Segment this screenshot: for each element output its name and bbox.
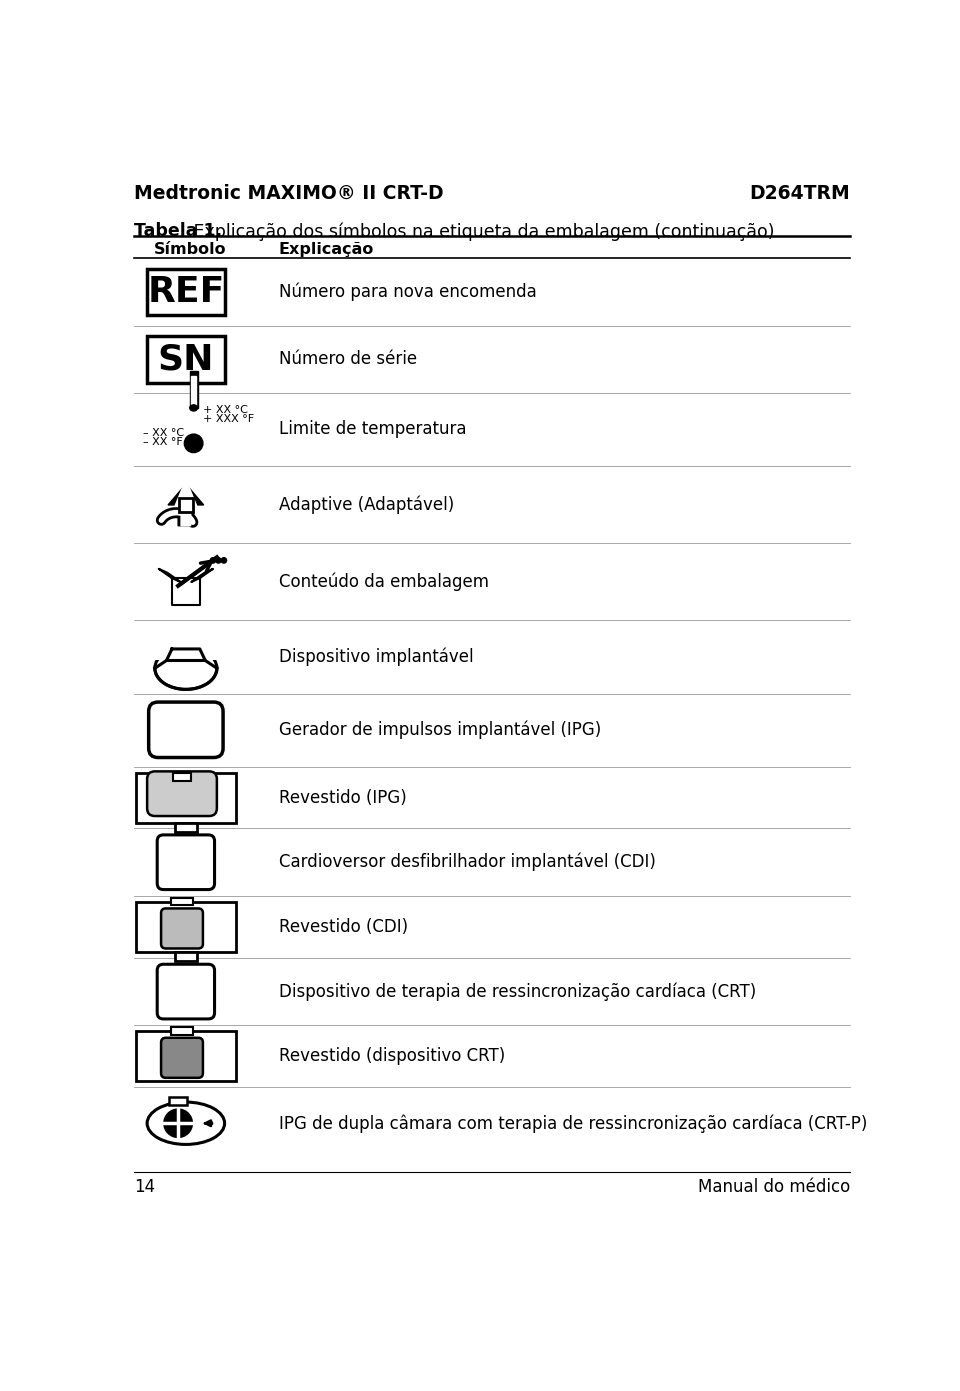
Text: Medtronic MAXIMO® II CRT-D: Medtronic MAXIMO® II CRT-D	[134, 184, 444, 203]
Text: Revestido (IPG): Revestido (IPG)	[278, 789, 407, 807]
Bar	[191, 377, 196, 410]
Circle shape	[221, 558, 227, 563]
Circle shape	[208, 1121, 212, 1125]
Text: + XX °C: + XX °C	[203, 405, 248, 415]
Text: D264TRM: D264TRM	[750, 184, 850, 203]
Polygon shape	[166, 650, 205, 661]
Text: Número para nova encomenda: Número para nova encomenda	[278, 282, 537, 300]
Bar	[135, 772, 236, 822]
Text: Manual do médico: Manual do médico	[698, 1178, 850, 1196]
Bar	[173, 773, 191, 780]
Text: 14: 14	[134, 1178, 156, 1196]
Circle shape	[210, 558, 216, 563]
Text: Explicação: Explicação	[278, 242, 374, 257]
Bar	[147, 337, 225, 383]
Polygon shape	[168, 484, 204, 526]
Circle shape	[184, 434, 203, 452]
Bar	[169, 1097, 187, 1104]
Circle shape	[216, 558, 221, 563]
Text: Revestido (CDI): Revestido (CDI)	[278, 918, 408, 936]
Text: Símbolo: Símbolo	[154, 242, 226, 257]
Text: SN: SN	[157, 342, 214, 377]
Bar	[135, 901, 236, 951]
Text: IPG de dupla câmara com terapia de ressincronização cardíaca (CRT-P): IPG de dupla câmara com terapia de ressi…	[278, 1114, 867, 1132]
Bar	[179, 498, 193, 512]
Bar	[154, 630, 219, 661]
FancyBboxPatch shape	[147, 772, 217, 817]
Bar	[171, 897, 193, 906]
Circle shape	[164, 1110, 192, 1136]
FancyBboxPatch shape	[157, 835, 214, 890]
FancyBboxPatch shape	[157, 964, 214, 1020]
Ellipse shape	[190, 405, 198, 410]
Text: Cardioversor desfibrilhador implantável (CDI): Cardioversor desfibrilhador implantável …	[278, 853, 656, 872]
Ellipse shape	[155, 647, 217, 690]
Bar	[190, 371, 198, 408]
Polygon shape	[158, 569, 180, 581]
Text: Explicação dos símbolos na etiqueta da embalagem (continuação): Explicação dos símbolos na etiqueta da e…	[188, 223, 775, 241]
Bar	[175, 951, 197, 961]
Bar	[147, 268, 225, 314]
Text: Gerador de impulsos implantável (IPG): Gerador de impulsos implantável (IPG)	[278, 721, 601, 739]
FancyBboxPatch shape	[161, 1038, 203, 1078]
Bar	[171, 1027, 193, 1035]
Text: – XX °F: – XX °F	[143, 437, 183, 447]
Text: + XXX °F: + XXX °F	[203, 415, 254, 424]
FancyBboxPatch shape	[149, 702, 223, 758]
Text: Tabela 1.: Tabela 1.	[134, 223, 222, 241]
Text: Dispositivo implantável: Dispositivo implantável	[278, 647, 473, 666]
Polygon shape	[191, 569, 213, 581]
Text: Dispositivo de terapia de ressincronização cardíaca (CRT): Dispositivo de terapia de ressincronizaç…	[278, 982, 756, 1002]
Text: Conteúdo da embalagem: Conteúdo da embalagem	[278, 573, 489, 591]
Bar	[175, 822, 197, 832]
Text: – XX °C: – XX °C	[143, 428, 184, 438]
Text: Limite de temperatura: Limite de temperatura	[278, 420, 467, 438]
Text: Número de série: Número de série	[278, 351, 417, 369]
Text: REF: REF	[147, 274, 225, 309]
Polygon shape	[172, 579, 200, 605]
Polygon shape	[175, 480, 197, 526]
Ellipse shape	[147, 1102, 225, 1145]
FancyBboxPatch shape	[161, 908, 203, 949]
Text: Revestido (dispositivo CRT): Revestido (dispositivo CRT)	[278, 1047, 505, 1066]
Text: Adaptive (Adaptável): Adaptive (Adaptável)	[278, 495, 454, 515]
Bar	[135, 1031, 236, 1081]
